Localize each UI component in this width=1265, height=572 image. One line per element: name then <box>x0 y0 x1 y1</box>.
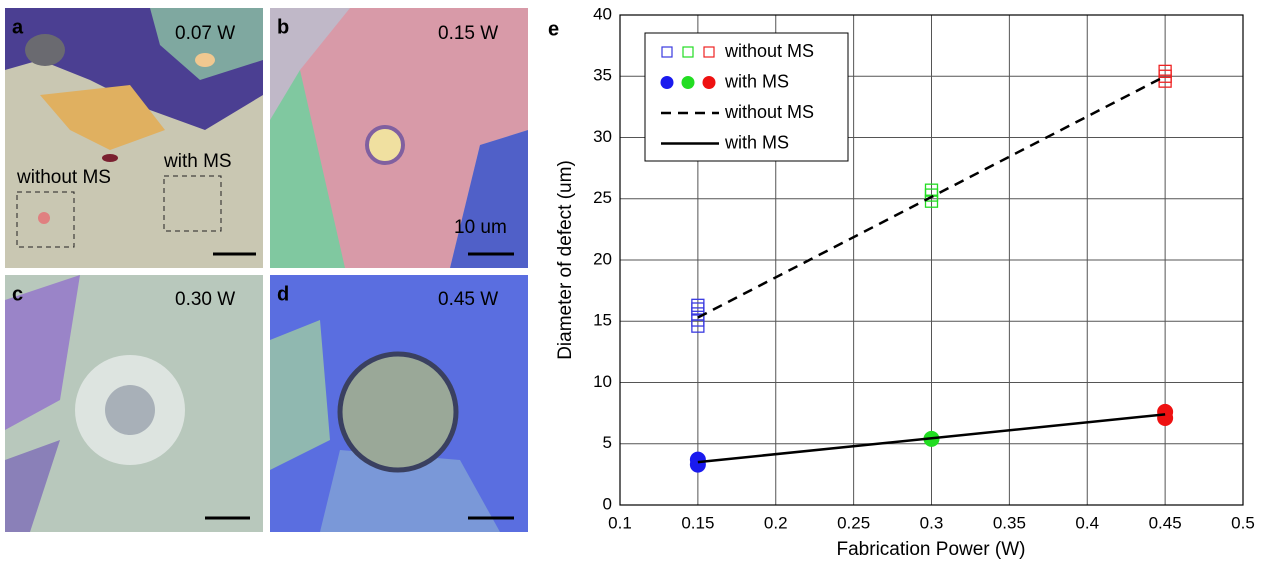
data-point <box>689 451 706 468</box>
fit-line <box>697 413 1166 464</box>
x-tick-label: 0.35 <box>993 513 1026 532</box>
legend-box <box>644 32 849 162</box>
x-tick-label: 0.2 <box>764 513 788 532</box>
dashed-box <box>16 191 75 248</box>
y-tick-label: 20 <box>593 249 612 268</box>
flake <box>270 320 330 470</box>
panel-label: d <box>277 283 289 305</box>
x-tick-label: 0.1 <box>608 513 632 532</box>
panel-label: c <box>12 283 23 305</box>
x-tick-label: 0.45 <box>1149 513 1182 532</box>
x-tick-label: 0.25 <box>837 513 870 532</box>
scale-label: 10 um <box>454 217 507 238</box>
panel-c: c 0.30 W <box>5 275 263 532</box>
y-tick-label: 30 <box>593 127 612 146</box>
flake <box>5 275 80 430</box>
y-tick-label: 15 <box>593 311 612 330</box>
defect <box>38 212 50 224</box>
y-tick-label: 40 <box>593 4 612 23</box>
defect <box>365 125 405 165</box>
y-tick-label: 10 <box>593 372 612 391</box>
legend-label: without MS <box>724 41 814 61</box>
panel-label: a <box>12 16 24 38</box>
annotation: with MS <box>163 151 232 172</box>
flake <box>450 130 528 268</box>
flake <box>150 8 263 80</box>
x-tick-label: 0.4 <box>1075 513 1099 532</box>
legend-marker <box>682 46 694 58</box>
legend-marker <box>702 76 716 89</box>
legend-marker <box>703 46 715 58</box>
x-tick-label: 0.3 <box>920 513 944 532</box>
defect <box>102 154 118 162</box>
panel-label: e <box>548 18 559 40</box>
y-tick-label: 5 <box>603 433 612 452</box>
legend-marker <box>681 76 695 89</box>
legend-label: with MS <box>724 132 789 152</box>
x-tick-label: 0.5 <box>1231 513 1255 532</box>
legend-marker <box>661 46 673 58</box>
defect <box>195 53 215 67</box>
x-tick-label: 0.15 <box>681 513 714 532</box>
flake <box>270 70 345 268</box>
legend-label: without MS <box>724 102 814 122</box>
defect <box>337 351 459 473</box>
flake <box>40 85 165 150</box>
y-tick-label: 25 <box>593 188 612 207</box>
flake <box>320 450 500 532</box>
fit-line <box>697 75 1166 319</box>
panel-a: a 0.07 W without MS with MS <box>5 8 263 268</box>
y-tick-label: 0 <box>603 494 612 513</box>
power-label: 0.07 W <box>175 23 235 44</box>
annotation: without MS <box>16 167 111 188</box>
legend-label: with MS <box>724 71 789 91</box>
y-axis-label: Diameter of defect (um) <box>555 160 576 360</box>
power-label: 0.15 W <box>438 23 498 44</box>
data-point <box>1157 403 1174 420</box>
power-label: 0.30 W <box>175 289 235 310</box>
plot-frame <box>619 14 1244 506</box>
flake <box>300 8 528 268</box>
defect <box>105 385 155 435</box>
y-tick-label: 35 <box>593 66 612 85</box>
x-axis-label: Fabrication Power (W) <box>837 539 1026 560</box>
power-label: 0.45 W <box>438 289 498 310</box>
panel-d: d 0.45 W <box>270 275 528 532</box>
flake <box>5 440 60 532</box>
panel-label: b <box>277 16 289 38</box>
panel-b: b 0.15 W 10 um <box>270 8 528 268</box>
dashed-box <box>163 175 222 232</box>
data-point <box>1158 64 1172 78</box>
defect <box>25 34 65 66</box>
data-point <box>691 298 705 312</box>
legend-marker <box>660 76 674 89</box>
